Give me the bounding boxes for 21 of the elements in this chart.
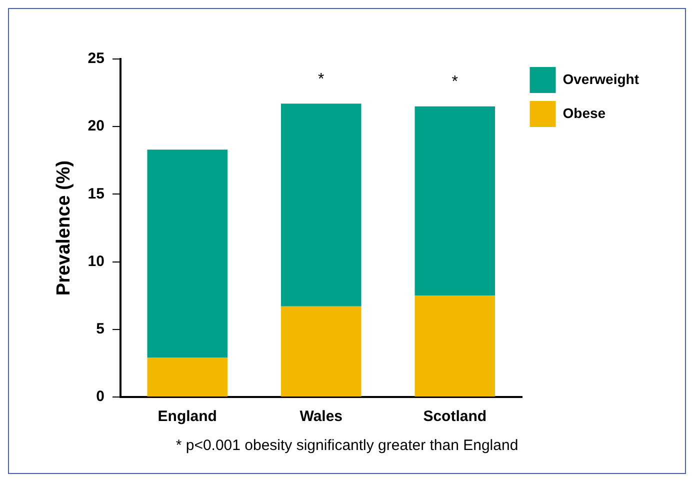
y-tick-label: 20 xyxy=(88,118,104,135)
y-tick-label: 25 xyxy=(88,50,104,68)
y-axis-title: Prevalence (%) xyxy=(54,160,75,296)
bar xyxy=(414,296,496,396)
x-tick-label: England xyxy=(158,408,217,426)
x-tick-label: Scotland xyxy=(423,408,487,426)
bar xyxy=(147,150,228,358)
bar xyxy=(280,306,362,396)
annotation: * xyxy=(452,74,458,91)
text: * p<0.001 obesity significantly greater than England xyxy=(174,437,520,454)
annotation: * xyxy=(318,71,324,88)
y-tick-label: 15 xyxy=(88,185,104,202)
y-tick-label: 0 xyxy=(96,388,104,406)
y-tick-label: 5 xyxy=(96,320,104,338)
legend-label: Overweight xyxy=(562,70,640,87)
x-tick-label: Wales xyxy=(300,408,343,426)
bar xyxy=(147,358,228,396)
legend-label: Obese xyxy=(562,104,606,121)
bar xyxy=(414,106,496,296)
y-tick-label: 10 xyxy=(88,252,104,270)
bar xyxy=(280,104,362,306)
